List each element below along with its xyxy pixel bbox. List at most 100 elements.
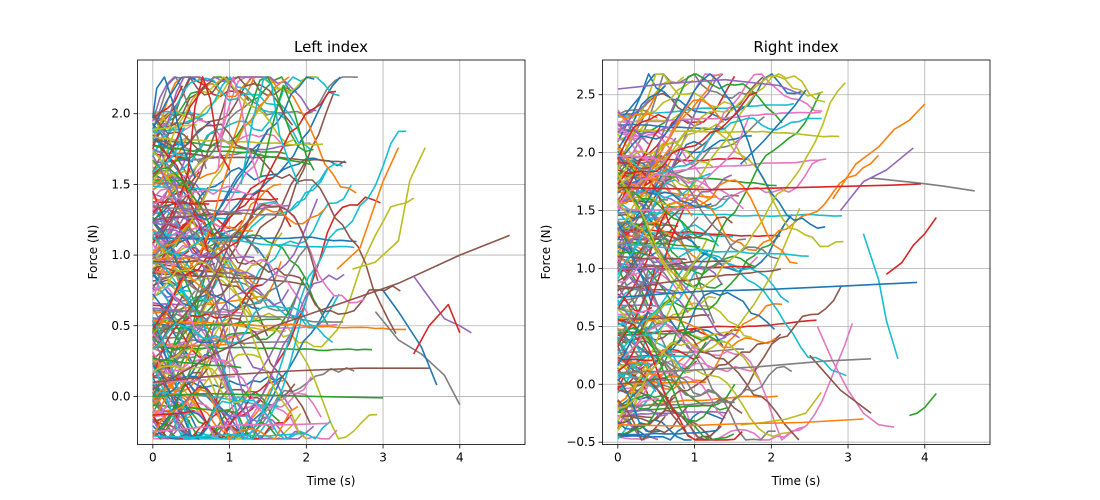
right-index-force-trace [617,245,660,257]
right-index-key-trace [617,358,872,374]
left-index-force-trace [152,266,317,440]
left-index-key-trace [152,367,430,384]
right-index-force-trace [617,341,707,436]
left-index-force-trace [152,166,217,239]
left-index-key-trace [382,289,438,386]
left-index-force-trace [152,213,243,221]
right-index-force-trace [617,267,671,271]
left-index-force-trace [152,343,195,401]
right-index-force-trace [617,73,826,229]
right-index-force-trace [617,226,666,320]
right-index-force-trace [617,207,695,211]
right-index-y-tick-label: 2.5 [576,88,595,102]
right-index-force-trace [617,73,732,171]
left-index-force-trace [152,313,185,341]
right-index-force-trace [617,211,843,218]
left-index-force-trace [152,203,319,350]
left-index-xlabel: Time (s) [306,474,356,488]
left-index-force-trace [152,268,238,293]
left-index-force-trace [152,388,299,440]
right-index-force-trace [617,99,651,133]
left-index-force-trace [152,217,226,256]
right-index-force-trace [617,400,735,408]
left-index-force-trace [152,293,213,344]
right-index-force-trace [617,308,790,438]
right-index-force-trace [617,285,842,441]
right-index-force-trace [617,260,731,270]
left-index-force-trace [152,85,184,119]
left-index-force-trace [152,296,222,331]
right-index-panel: 0 1 2 3 4−0.50.00.51.01.52.02.5 Right index … [539,38,991,488]
right-index-title: Right index [753,38,838,56]
left-index-key-trace [259,84,315,178]
right-index-key-trace [839,147,914,212]
right-index-force-trace [617,73,656,117]
right-index-force-trace [617,307,793,404]
right-index-force-trace [617,128,840,138]
right-index-force-trace [617,108,649,116]
right-index-force-trace [617,113,667,160]
right-index-y-tick-label: 2.0 [576,146,595,160]
left-index-force-trace [152,285,290,440]
right-index-force-trace [617,255,686,284]
right-index-x-tick-label: 1 [691,451,699,465]
right-index-force-trace [617,319,817,336]
right-index-force-trace [617,376,668,385]
left-index-force-trace [152,286,231,370]
left-index-y-tick-label: 1.0 [111,248,130,262]
left-index-force-trace [152,333,322,440]
right-index-force-trace [617,221,673,284]
right-index-force-trace [617,127,656,179]
left-index-x-tick-label: 1 [226,451,234,465]
right-index-force-trace [617,381,707,387]
right-index-force-trace [617,358,653,362]
left-index-y-tick-label: 0.0 [111,389,130,403]
right-index-x-tick-label: 0 [614,451,622,465]
right-index-ylabel: Force (N) [539,225,553,280]
right-index-force-trace [617,322,710,369]
right-index-force-trace [617,177,673,220]
right-index-force-trace [617,329,800,441]
right-index-force-trace [617,73,803,143]
right-index-key-trace [617,418,864,427]
right-index-key-trace [862,233,899,360]
right-index-force-trace [617,246,654,306]
right-index-x-tick-label: 2 [767,451,775,465]
right-index-force-trace [617,383,736,423]
right-index-force-trace [617,178,798,265]
right-index-ticks: 0 1 2 3 4 −0.5 0.0 0.5 1.0 1.5 2.0 2.5 [566,88,928,465]
left-index-force-trace [152,155,212,233]
right-index-key-trace [617,78,803,96]
left-index-key-trace [374,311,461,406]
right-index-force-trace [617,326,735,441]
right-index-x-tick-label: 3 [844,451,852,465]
right-index-force-trace [617,140,713,182]
right-index-y-tick-label: 0.0 [576,377,595,391]
left-index-y-tick-label: 1.5 [111,177,130,191]
right-index-force-trace [617,173,745,210]
left-index-force-trace [152,307,184,313]
right-index-axes-frame [602,59,991,445]
left-index-force-trace [152,262,215,302]
right-index-force-trace [617,73,826,235]
left-index-traces [152,76,510,440]
right-index-force-trace [617,97,678,203]
left-index-force-trace [152,338,188,383]
right-index-force-trace [617,182,715,243]
right-index-force-trace [617,415,654,419]
right-index-force-trace [617,243,809,257]
left-index-force-trace [152,76,317,158]
right-index-force-trace [617,340,761,409]
right-index-force-trace [617,126,661,209]
right-index-force-trace [617,220,673,243]
right-index-force-trace [617,91,758,185]
left-index-force-trace [152,151,263,258]
right-index-xlabel: Time (s) [771,474,821,488]
left-index-force-trace [152,76,315,221]
right-index-y-tick-label: 1.5 [576,204,595,218]
left-index-force-trace [152,246,308,373]
left-index-key-trace [152,392,384,399]
left-index-panel: 0 1 2 3 4 0.0 0.5 1.0 1.5 2.0 Left index Time (s)… [86,38,526,488]
left-index-force-trace [152,236,357,243]
